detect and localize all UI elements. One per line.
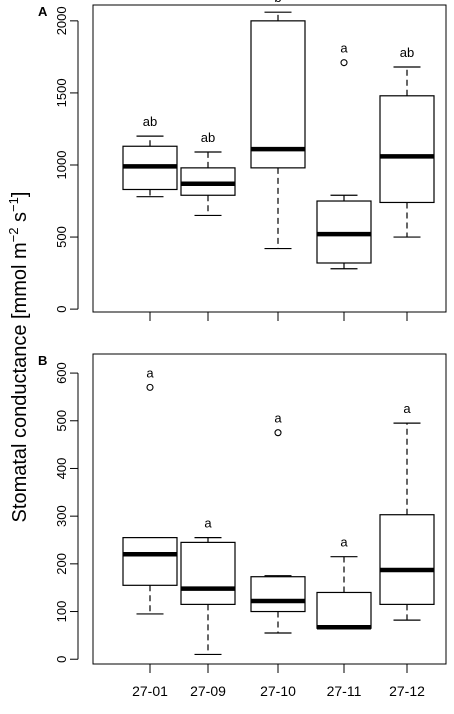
- x-tick-label: 27-12: [389, 683, 425, 699]
- y-tick-label: 0: [54, 656, 69, 663]
- box-iqr: [379, 95, 435, 204]
- panel-label: B: [38, 353, 47, 368]
- box-27-09: ab: [180, 130, 236, 217]
- box-iqr: [180, 541, 236, 605]
- x-tick-label: 27-10: [260, 683, 296, 699]
- panel-b: B 0 100 200 300 400 500 600 a a a a a: [38, 353, 447, 673]
- panels: A 0 500 1000 1500 2000 ab ab b a ab B 0 100 200 300 400 5…: [38, 0, 447, 699]
- panel-label: A: [38, 4, 48, 19]
- plot-frame: [92, 4, 447, 313]
- box-27-10: b: [250, 0, 306, 250]
- box-27-11: a: [316, 535, 372, 630]
- y-tick-label: 1500: [54, 78, 69, 107]
- significance-label: a: [340, 535, 348, 550]
- significance-label: ab: [143, 114, 157, 129]
- outlier-point: [340, 59, 348, 67]
- y-tick-label: 600: [54, 362, 69, 384]
- box-27-12: ab: [379, 45, 435, 238]
- panel-a: A 0 500 1000 1500 2000 ab ab b a ab: [38, 0, 447, 321]
- significance-label: a: [274, 411, 282, 426]
- significance-label: ab: [400, 45, 414, 60]
- significance-label: a: [403, 401, 411, 416]
- significance-label: b: [274, 0, 281, 5]
- significance-label: a: [340, 41, 348, 56]
- x-tick-label: 27-01: [132, 683, 168, 699]
- x-category-labels: 27-01 27-09 27-10 27-11 27-12: [132, 683, 425, 699]
- box-27-09: a: [180, 516, 236, 656]
- significance-label: a: [204, 516, 212, 531]
- x-tick-label: 27-09: [190, 683, 226, 699]
- box-27-12: a: [379, 401, 435, 621]
- box-iqr: [316, 591, 372, 629]
- outlier-point: [146, 383, 154, 391]
- box-27-11: a: [316, 41, 372, 270]
- y-tick-label: 2000: [54, 6, 69, 35]
- significance-label: ab: [201, 130, 215, 145]
- y-tick-label: 200: [54, 553, 69, 575]
- box-iqr: [250, 576, 306, 613]
- y-tick-label: 0: [54, 306, 69, 313]
- box-iqr: [379, 514, 435, 605]
- box-iqr: [250, 20, 306, 169]
- box-27-01: a: [122, 365, 178, 615]
- y-axis-label: Stomatal conductance [mmol m−2 s−1]: [6, 192, 31, 523]
- significance-label: a: [146, 365, 154, 380]
- box-27-10: a: [250, 411, 306, 634]
- x-tick-label: 27-11: [327, 683, 362, 699]
- outlier-point: [274, 429, 282, 437]
- y-tick-label: 400: [54, 458, 69, 480]
- box-27-01: ab: [122, 114, 178, 198]
- plot-frame: [92, 353, 447, 665]
- y-tick-label: 100: [54, 601, 69, 623]
- y-tick-label: 500: [54, 410, 69, 432]
- y-tick-label: 300: [54, 505, 69, 527]
- y-tick-label: 500: [54, 226, 69, 248]
- box-iqr: [122, 537, 178, 586]
- y-tick-label: 1000: [54, 151, 69, 180]
